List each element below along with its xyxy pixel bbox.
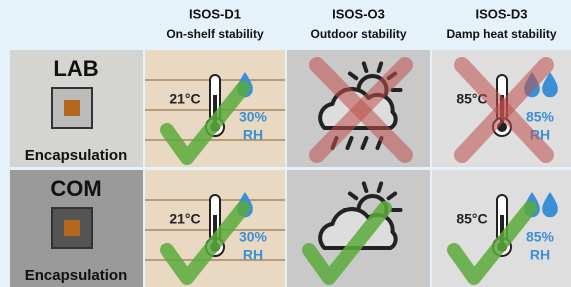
temperature: 21°C	[169, 211, 200, 227]
humidity: 30%	[239, 229, 268, 245]
humidity: 85%	[526, 229, 555, 245]
temperature: 85°C	[456, 211, 487, 227]
row-label: LAB	[53, 56, 98, 81]
column-code: ISOS-D1	[189, 6, 241, 21]
sun-ray	[364, 63, 366, 71]
humidity-unit: RH	[243, 247, 263, 263]
device-cell	[64, 100, 80, 116]
sun-ray	[379, 63, 381, 71]
column-name: On-shelf stability	[166, 27, 264, 41]
row-label: COM	[50, 176, 101, 201]
sun-ray	[379, 183, 381, 191]
row-sublabel: Encapsulation	[25, 147, 128, 164]
column-name: Damp heat stability	[446, 27, 556, 41]
sun-ray	[364, 183, 366, 191]
temperature: 21°C	[169, 91, 200, 107]
humidity-unit: RH	[530, 247, 550, 263]
humidity: 30%	[239, 109, 268, 125]
device-cell	[64, 220, 80, 236]
column-code: ISOS-O3	[332, 6, 385, 21]
humidity-unit: RH	[243, 127, 263, 143]
row-sublabel: Encapsulation	[25, 267, 128, 284]
column-code: ISOS-D3	[475, 6, 527, 21]
figure: ISOS-D1 On-shelf stability ISOS-O3 Outdoor …	[0, 0, 571, 287]
humidity: 85%	[526, 109, 555, 125]
column-name: Outdoor stability	[311, 27, 407, 41]
